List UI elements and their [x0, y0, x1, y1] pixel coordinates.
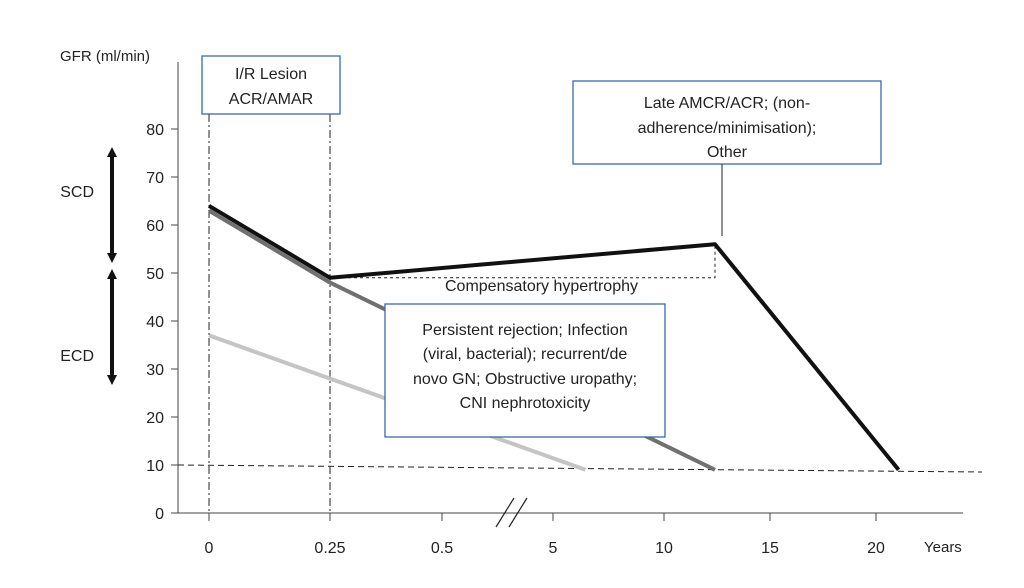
persistent-line-3: novo GN; Obstructive uropathy; [413, 371, 637, 388]
y-ticks: 0 10 20 30 40 50 60 70 80 [146, 122, 178, 523]
y-tick-label: 10 [146, 458, 164, 475]
y-tick-label: 60 [146, 218, 164, 235]
late-rejection-box: Late AMCR/ACR; (non- adherence/minimisat… [572, 80, 882, 236]
late-line-3: Other [707, 144, 748, 161]
x-tick-label: 5 [549, 540, 558, 557]
y-tick-label: 70 [146, 170, 164, 187]
x-tick-label: 15 [761, 540, 779, 557]
x-tick-label: 0 [205, 540, 214, 557]
series-black [207, 204, 901, 472]
x-tick-label: 0.25 [314, 540, 345, 557]
persistent-line-2: (viral, bacterial); recurrent/de [423, 346, 628, 363]
late-line-2: adherence/minimisation); [638, 120, 817, 137]
y-axis-title: GFR (ml/min) [60, 48, 150, 65]
compensatory-bracket [330, 244, 716, 279]
late-line-1: Late AMCR/ACR; (non- [644, 95, 810, 112]
y-tick-label: 0 [155, 506, 164, 523]
donor-brackets: SCD ECD [60, 147, 117, 385]
y-tick-label: 30 [146, 362, 164, 379]
bracket-scd-label: SCD [60, 184, 94, 201]
bracket-ecd-label: ECD [60, 348, 94, 365]
y-tick-label: 20 [146, 410, 164, 427]
time-dividers [208, 114, 331, 513]
ir-lesion-box: I/R Lesion ACR/AMAR [201, 55, 341, 115]
y-tick-label: 80 [146, 122, 164, 139]
y-tick-label: 40 [146, 314, 164, 331]
ir-line-1: I/R Lesion [235, 66, 307, 83]
x-tick-label: 20 [867, 540, 885, 557]
x-tick-label: 10 [655, 540, 673, 557]
y-tick-label: 50 [146, 266, 164, 283]
persistent-line-4: CNI nephrotoxicity [460, 395, 591, 412]
axis-break [495, 497, 528, 528]
ir-line-2: ACR/AMAR [229, 91, 313, 108]
persistent-box: Persistent rejection; Infection (viral, … [384, 303, 666, 438]
x-ticks: 0 0.25 0.5 5 10 15 20 [205, 513, 885, 557]
x-tick-label: 0.5 [431, 540, 453, 557]
persistent-line-1: Persistent rejection; Infection [422, 322, 627, 339]
compensatory-label: Compensatory hypertrophy [445, 278, 638, 295]
x-axis-title: Years [924, 539, 962, 556]
